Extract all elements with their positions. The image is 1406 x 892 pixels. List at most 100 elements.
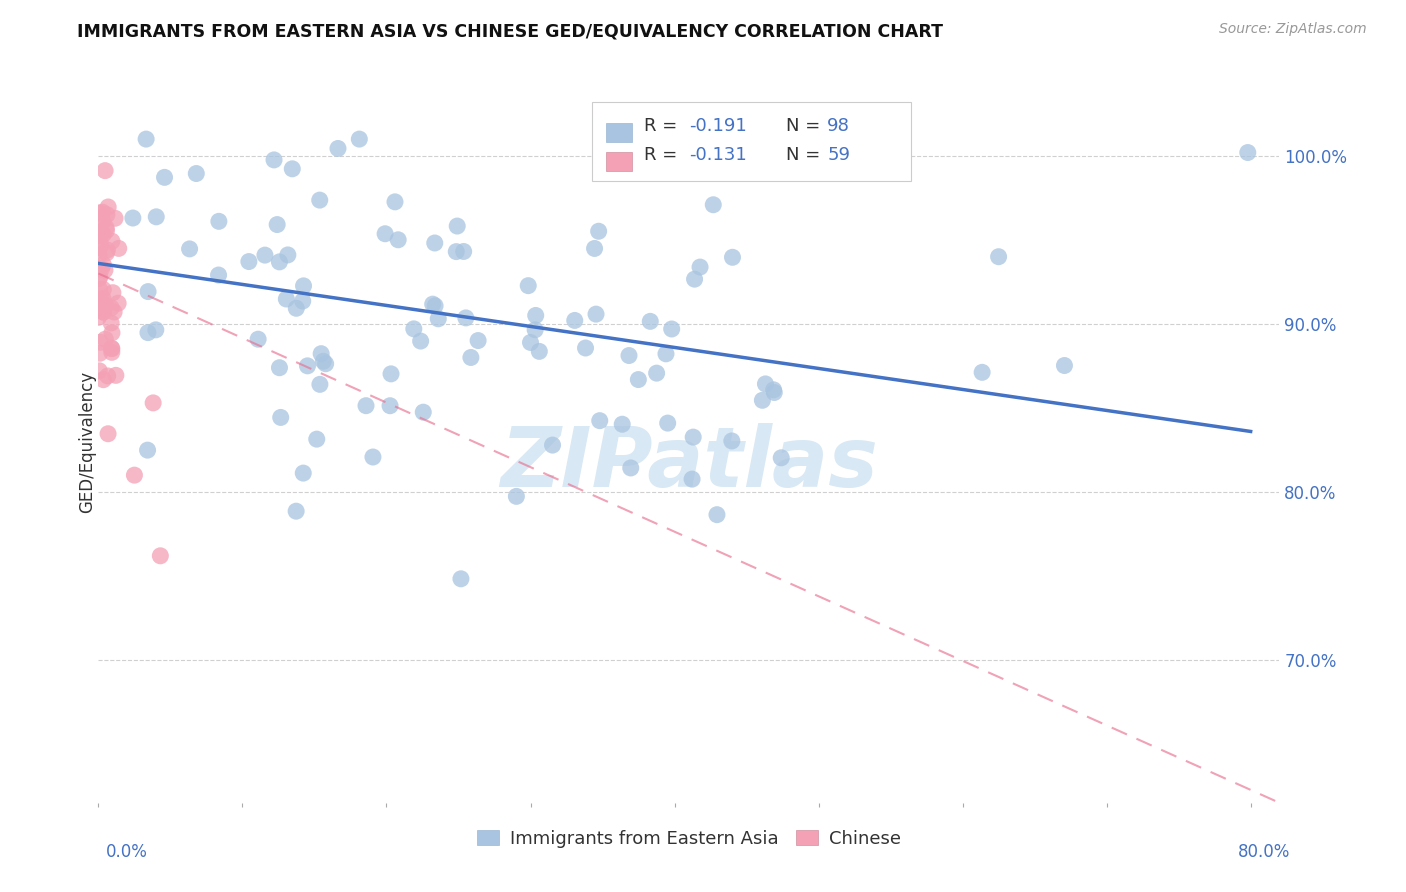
Point xyxy=(87,300,110,314)
Point xyxy=(89,236,111,251)
Point xyxy=(655,347,678,361)
Point xyxy=(142,396,165,410)
Point xyxy=(269,255,291,269)
Point xyxy=(305,432,328,446)
Point xyxy=(207,268,229,282)
Text: -0.191: -0.191 xyxy=(689,117,747,135)
Point xyxy=(87,271,110,285)
Point xyxy=(627,373,650,387)
Point xyxy=(208,214,231,228)
Point xyxy=(661,322,683,336)
Point xyxy=(104,368,127,383)
Point xyxy=(297,359,319,373)
Text: 98: 98 xyxy=(827,117,851,135)
Point xyxy=(94,332,117,346)
Point xyxy=(524,309,547,323)
Point xyxy=(104,211,127,226)
Legend: Immigrants from Eastern Asia, Chinese: Immigrants from Eastern Asia, Chinese xyxy=(470,822,908,855)
Point xyxy=(612,417,634,432)
Point xyxy=(309,377,332,392)
Point xyxy=(253,248,276,262)
Point xyxy=(583,242,606,256)
Point xyxy=(101,342,124,356)
Point xyxy=(585,307,607,321)
Point xyxy=(467,334,489,348)
Text: 80.0%: 80.0% xyxy=(1239,843,1291,861)
Text: 0.0%: 0.0% xyxy=(105,843,148,861)
Point xyxy=(96,243,118,257)
Point xyxy=(972,365,994,379)
Point xyxy=(1053,359,1076,373)
Y-axis label: GED/Equivalency: GED/Equivalency xyxy=(79,370,96,513)
Point xyxy=(135,132,157,146)
Point xyxy=(87,310,110,325)
Point xyxy=(89,206,111,220)
Point xyxy=(423,235,446,250)
Point xyxy=(754,376,776,391)
Bar xyxy=(606,122,633,142)
Point xyxy=(427,311,450,326)
Point xyxy=(96,220,118,235)
Point xyxy=(412,405,434,419)
Point xyxy=(89,283,111,297)
Point xyxy=(524,323,547,337)
Bar xyxy=(592,102,911,181)
Point xyxy=(91,283,114,297)
Point xyxy=(93,304,115,318)
Point xyxy=(361,450,384,464)
Point xyxy=(308,193,330,207)
Point xyxy=(87,227,110,242)
Point xyxy=(409,334,432,348)
Point xyxy=(94,298,117,312)
Point xyxy=(94,163,117,178)
Point xyxy=(309,347,332,361)
Point xyxy=(145,210,167,224)
Point xyxy=(315,357,337,371)
Point xyxy=(179,242,201,256)
Point xyxy=(247,332,270,346)
Point xyxy=(153,170,176,185)
Point xyxy=(378,399,401,413)
Point xyxy=(107,241,129,255)
Point xyxy=(683,272,706,286)
Point xyxy=(100,341,122,355)
Point xyxy=(762,383,785,397)
Point xyxy=(94,263,117,277)
Text: ZIPatlas: ZIPatlas xyxy=(501,423,877,504)
Point xyxy=(384,194,406,209)
Point xyxy=(446,244,468,259)
Point xyxy=(702,198,724,212)
Point xyxy=(380,367,402,381)
Point xyxy=(91,214,114,228)
Point xyxy=(136,326,159,340)
Point xyxy=(326,141,349,155)
Point xyxy=(349,132,371,146)
Point xyxy=(87,299,110,313)
Point xyxy=(103,305,125,319)
Point xyxy=(721,250,744,264)
Point xyxy=(312,354,335,368)
Point xyxy=(588,224,610,238)
Point xyxy=(617,349,640,363)
Point xyxy=(453,244,475,259)
Point xyxy=(89,335,111,350)
Point xyxy=(100,301,122,315)
Point xyxy=(101,345,124,359)
Point xyxy=(263,153,285,167)
Point xyxy=(454,310,477,325)
Point xyxy=(422,297,444,311)
Point xyxy=(291,293,314,308)
Point xyxy=(90,261,112,276)
Point xyxy=(446,219,468,233)
Point xyxy=(90,227,112,241)
Point xyxy=(101,234,124,248)
Point xyxy=(89,270,111,285)
Point xyxy=(107,296,129,310)
Point xyxy=(93,227,115,242)
Text: R =: R = xyxy=(644,145,683,164)
Point xyxy=(564,313,586,327)
Point xyxy=(91,305,114,319)
Point xyxy=(529,344,551,359)
Point xyxy=(281,161,304,176)
Point xyxy=(657,416,679,430)
